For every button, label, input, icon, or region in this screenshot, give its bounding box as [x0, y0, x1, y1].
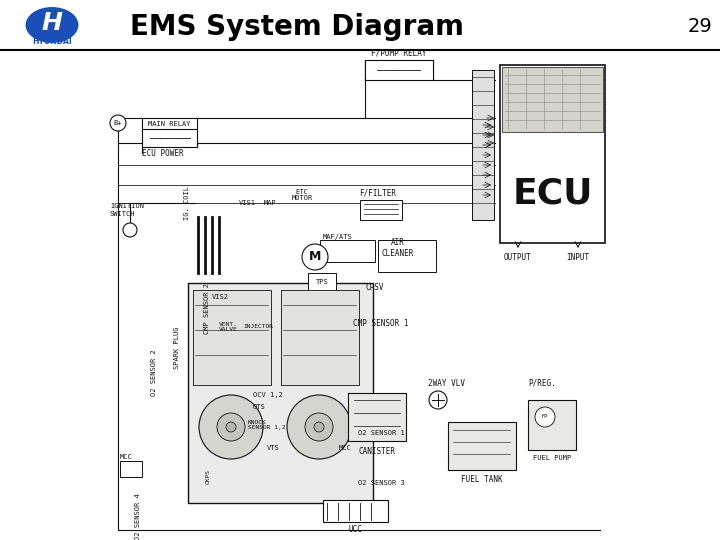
Bar — [448, 422, 516, 470]
Text: MCC: MCC — [338, 445, 351, 451]
Text: MAIN RELAY: MAIN RELAY — [148, 121, 190, 127]
Text: VTS: VTS — [266, 445, 279, 451]
Circle shape — [226, 422, 236, 432]
Text: FP: FP — [542, 415, 548, 420]
Text: OTS: OTS — [253, 404, 266, 410]
Ellipse shape — [24, 6, 79, 44]
Text: ECU POWER: ECU POWER — [142, 148, 184, 158]
Text: O2 SENSOR 4: O2 SENSOR 4 — [135, 494, 141, 540]
Text: CPSV: CPSV — [365, 282, 384, 292]
Bar — [0, 0, 720, 50]
Text: VENT.
VALVE: VENT. VALVE — [219, 322, 238, 333]
Bar — [472, 70, 494, 220]
Text: INJECTOR: INJECTOR — [243, 325, 273, 329]
Bar — [502, 67, 603, 132]
Bar — [308, 273, 336, 291]
Text: MCC: MCC — [120, 454, 132, 460]
Text: INPUT: INPUT — [567, 253, 590, 262]
Text: O2 SENSOR 3: O2 SENSOR 3 — [358, 480, 405, 486]
Circle shape — [314, 422, 324, 432]
Bar — [193, 290, 271, 385]
Text: VIS2: VIS2 — [212, 294, 228, 300]
Text: 2WAY VLV: 2WAY VLV — [428, 379, 465, 388]
Bar — [120, 461, 142, 477]
Bar — [320, 240, 375, 262]
Text: CMP SENSOR 1: CMP SENSOR 1 — [353, 319, 408, 327]
Circle shape — [123, 223, 137, 237]
Text: CKPS: CKPS — [205, 469, 210, 484]
Text: O2 SENSOR 2: O2 SENSOR 2 — [151, 349, 157, 396]
Bar — [323, 500, 388, 522]
Text: VIS1: VIS1 — [238, 200, 256, 206]
Text: CANISTER: CANISTER — [359, 447, 395, 456]
Bar — [281, 290, 359, 385]
Text: FUEL TANK: FUEL TANK — [462, 475, 503, 484]
Text: ECU: ECU — [512, 176, 593, 210]
Bar — [365, 60, 433, 80]
Text: ETC
MOTOR: ETC MOTOR — [292, 188, 312, 201]
Bar — [348, 393, 406, 441]
Text: FUEL PUMP: FUEL PUMP — [533, 455, 571, 461]
Text: F/PUMP RELAY: F/PUMP RELAY — [372, 49, 427, 58]
Text: B+: B+ — [114, 120, 122, 126]
Text: OCV 1,2: OCV 1,2 — [253, 392, 283, 398]
Text: KNOCK
SENSOR 1,2: KNOCK SENSOR 1,2 — [248, 420, 286, 430]
Text: HYUNDAI: HYUNDAI — [32, 37, 72, 46]
Text: M: M — [309, 251, 321, 264]
Bar — [378, 240, 436, 272]
Text: H: H — [42, 11, 63, 35]
Text: F/FILTER: F/FILTER — [359, 189, 397, 198]
Bar — [500, 65, 605, 243]
Text: EMS System Diagram: EMS System Diagram — [130, 13, 464, 41]
Text: P/REG.: P/REG. — [528, 379, 556, 388]
Circle shape — [302, 244, 328, 270]
Text: SPARK PLUG: SPARK PLUG — [174, 327, 180, 369]
Text: MAF/ATS: MAF/ATS — [323, 234, 353, 240]
Text: IG. COIL: IG. COIL — [184, 186, 190, 220]
Circle shape — [287, 395, 351, 459]
Circle shape — [535, 407, 555, 427]
Text: CMP SENSOR 2: CMP SENSOR 2 — [204, 282, 210, 334]
Circle shape — [429, 391, 447, 409]
Circle shape — [305, 413, 333, 441]
Bar — [188, 283, 373, 503]
Bar — [360, 200, 402, 220]
Text: TPS: TPS — [315, 279, 328, 285]
Circle shape — [199, 395, 263, 459]
Circle shape — [110, 115, 126, 131]
Bar — [142, 129, 197, 147]
Bar — [528, 400, 576, 450]
Text: 29: 29 — [688, 17, 712, 37]
Circle shape — [217, 413, 245, 441]
Text: UCC: UCC — [348, 525, 362, 534]
Text: MAP: MAP — [264, 200, 276, 206]
Text: IGNITION
SWITCH: IGNITION SWITCH — [110, 204, 144, 217]
Text: O2 SENSOR 1: O2 SENSOR 1 — [358, 430, 405, 436]
Text: AIR
CLEANER: AIR CLEANER — [382, 238, 414, 258]
Text: OUTPUT: OUTPUT — [504, 253, 532, 262]
